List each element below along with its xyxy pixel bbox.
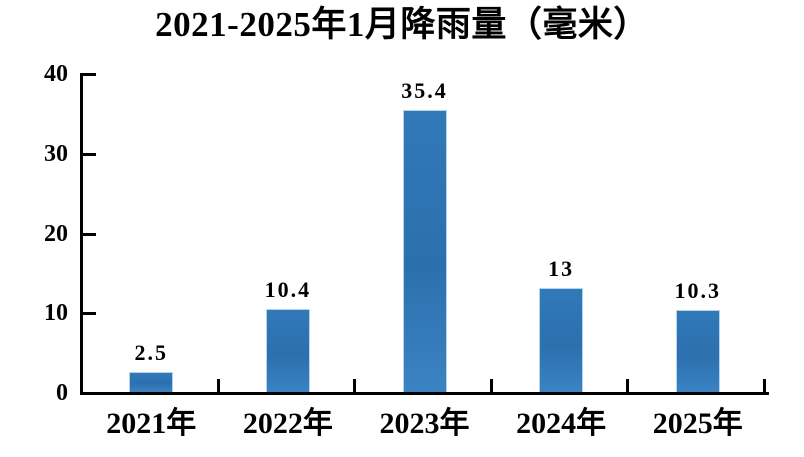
bar-value-label: 35.4: [401, 77, 448, 103]
bar: [539, 288, 584, 392]
x-axis-tick: [353, 379, 357, 392]
y-axis-tick-label: 30: [44, 140, 68, 167]
x-axis-tick: [489, 379, 493, 392]
y-axis-tick-label: 40: [44, 61, 68, 87]
y-axis-tick: [83, 312, 96, 316]
y-axis-line: [80, 73, 83, 395]
y-axis-tick: [83, 73, 96, 76]
chart-title: 2021-2025年1月降雨量（毫米）: [155, 5, 649, 44]
x-axis-tick: [626, 379, 630, 392]
y-axis-tick-label: 0: [56, 380, 68, 406]
bar: [675, 309, 720, 392]
bar: [129, 372, 174, 392]
y-axis-tick: [83, 152, 96, 156]
y-axis-tick-label: 20: [44, 220, 68, 247]
bar-value-label: 10.4: [264, 277, 312, 303]
x-axis-category-label: 2025年: [652, 407, 743, 440]
x-axis-category-label: 2021年: [106, 407, 197, 440]
y-axis-tick: [83, 232, 96, 236]
x-axis-category-label: 2024年: [516, 407, 607, 440]
x-axis-tick: [216, 379, 220, 392]
bar-value-label: 13: [548, 256, 575, 282]
x-axis-tick: [763, 379, 766, 392]
bar: [265, 309, 310, 392]
bar-value-label: 2.5: [134, 340, 169, 366]
x-axis-category-label: 2023年: [379, 407, 470, 440]
x-axis-line: [80, 392, 769, 395]
y-axis-tick-label: 10: [44, 300, 68, 327]
x-axis-category-label: 2022年: [242, 407, 333, 440]
bar-value-label: 10.3: [674, 277, 721, 303]
bar: [402, 109, 447, 392]
